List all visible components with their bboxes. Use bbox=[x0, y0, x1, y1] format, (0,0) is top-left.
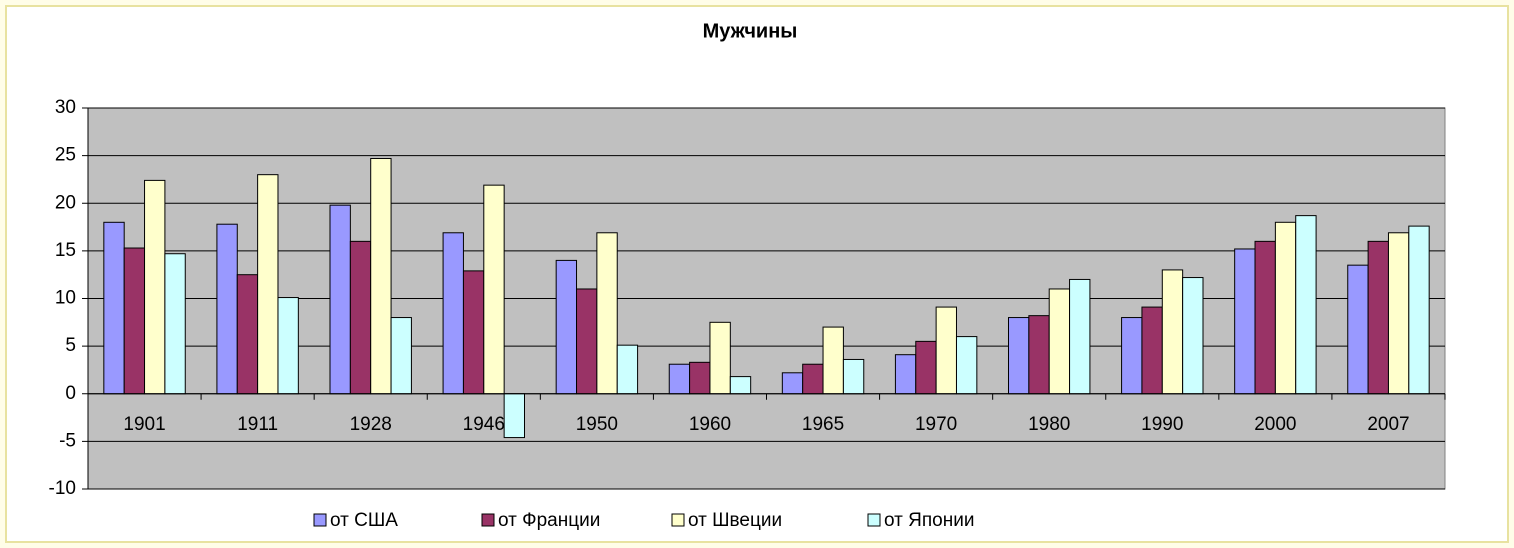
bar bbox=[1121, 317, 1143, 395]
x-tick-label: 1970 bbox=[915, 414, 957, 435]
bar bbox=[689, 361, 711, 395]
bar bbox=[257, 174, 279, 395]
bar bbox=[370, 157, 392, 395]
x-tick-label: 1960 bbox=[689, 414, 731, 435]
y-tick-label: 0 bbox=[65, 383, 76, 404]
bar bbox=[822, 326, 844, 395]
bar bbox=[1048, 288, 1071, 395]
bar bbox=[123, 247, 146, 395]
x-tick-label: 1950 bbox=[576, 414, 618, 435]
bar bbox=[329, 204, 351, 395]
legend-label: от Японии bbox=[884, 510, 974, 531]
bar bbox=[842, 358, 865, 395]
bar bbox=[729, 376, 752, 395]
bar bbox=[596, 232, 618, 395]
bar bbox=[915, 340, 937, 395]
bar bbox=[1182, 277, 1204, 395]
x-tick-label: 1928 bbox=[350, 414, 392, 435]
y-tick-label: -10 bbox=[49, 478, 76, 499]
bar bbox=[1295, 215, 1317, 395]
bar bbox=[616, 344, 639, 395]
bar bbox=[1141, 306, 1163, 395]
bar bbox=[1234, 248, 1256, 395]
bar bbox=[216, 223, 238, 395]
bar bbox=[955, 336, 978, 395]
legend-swatch bbox=[313, 513, 327, 527]
bar bbox=[390, 317, 412, 395]
x-tick-label: 1946 bbox=[463, 414, 505, 435]
bar bbox=[1028, 315, 1050, 395]
legend-swatch bbox=[671, 513, 685, 527]
bar bbox=[668, 363, 691, 395]
y-tick-label: -5 bbox=[59, 430, 76, 451]
legend-label: от США bbox=[330, 510, 398, 531]
y-tick-label: 15 bbox=[55, 240, 76, 261]
legend-label: от Франции bbox=[498, 510, 600, 531]
bar bbox=[164, 253, 186, 395]
x-tick-label: 1965 bbox=[802, 414, 844, 435]
y-tick-label: 10 bbox=[55, 288, 76, 309]
y-tick-label: 20 bbox=[55, 192, 76, 213]
bar bbox=[1069, 278, 1091, 395]
bar bbox=[555, 259, 578, 395]
bar bbox=[1347, 264, 1369, 395]
bar bbox=[576, 288, 598, 395]
bar bbox=[1254, 240, 1276, 395]
bar bbox=[709, 321, 731, 395]
legend-swatch bbox=[867, 513, 881, 527]
bar bbox=[103, 221, 125, 395]
bar bbox=[894, 354, 917, 395]
legend-swatch bbox=[481, 513, 495, 527]
bar bbox=[802, 363, 824, 395]
x-tick-label: 2007 bbox=[1367, 414, 1409, 435]
bar bbox=[277, 297, 299, 395]
bar bbox=[483, 184, 505, 395]
x-tick-label: 1980 bbox=[1028, 414, 1070, 435]
x-tick-label: 1911 bbox=[237, 414, 278, 435]
bar bbox=[503, 393, 526, 439]
legend-label: от Швеции bbox=[688, 510, 782, 531]
bar bbox=[1274, 221, 1297, 395]
y-tick-label: 5 bbox=[65, 335, 76, 356]
bar bbox=[236, 274, 259, 395]
bar bbox=[1161, 269, 1184, 395]
bar bbox=[442, 232, 464, 395]
bar bbox=[781, 372, 804, 395]
bar bbox=[1408, 225, 1430, 395]
x-tick-label: 1901 bbox=[123, 414, 165, 435]
bar bbox=[1387, 232, 1410, 395]
bar bbox=[1367, 240, 1389, 395]
y-tick-label: 30 bbox=[55, 97, 76, 118]
chart-title: Мужчины bbox=[703, 20, 798, 42]
bar bbox=[144, 179, 166, 395]
x-tick-label: 1990 bbox=[1141, 414, 1183, 435]
x-tick-label: 2000 bbox=[1254, 414, 1296, 435]
bar bbox=[349, 240, 372, 395]
y-tick-label: 25 bbox=[55, 145, 76, 166]
bar bbox=[935, 306, 957, 395]
bar bbox=[1007, 317, 1030, 395]
bar bbox=[462, 270, 485, 395]
